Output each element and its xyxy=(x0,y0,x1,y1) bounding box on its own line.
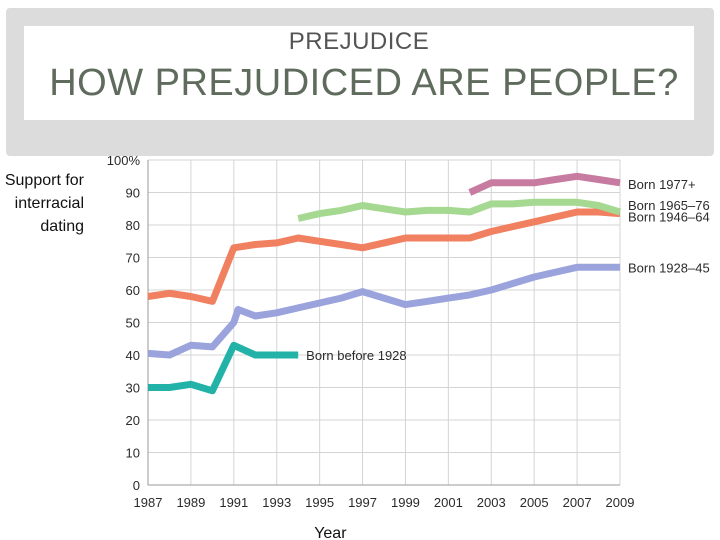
series-line xyxy=(148,341,299,395)
x-tick-label: 2007 xyxy=(563,495,592,510)
y-axis-title-line: dating xyxy=(40,218,84,235)
x-tick-label: 2009 xyxy=(606,495,635,510)
x-tick-label: 1991 xyxy=(219,495,248,510)
x-tick-label: 1995 xyxy=(305,495,334,510)
title-box: PREJUDICE HOW PREJUDICED ARE PEOPLE? xyxy=(24,26,694,120)
y-tick-label: 10 xyxy=(126,446,140,461)
y-tick-label: 50 xyxy=(126,316,140,331)
y-tick-label: 60 xyxy=(126,283,140,298)
x-tick-label: 1987 xyxy=(134,495,163,510)
x-tick-label: 1989 xyxy=(176,495,205,510)
series-line xyxy=(297,198,622,222)
y-axis-title-line: Support for xyxy=(5,172,85,189)
y-tick-label: 80 xyxy=(126,218,140,233)
series-label: Born 1946–64 xyxy=(628,210,710,225)
x-tick-label: 1997 xyxy=(348,495,377,510)
series-line xyxy=(147,208,621,305)
series-label: Born 1928–45 xyxy=(628,260,710,275)
series-label: Born 1965–76 xyxy=(628,198,710,213)
line-chart: 0 10 20 30 40 50 60 70 80 90 100% 1987 1989 1991 1993 1… xyxy=(5,153,710,540)
y-tick-label: 30 xyxy=(126,381,140,396)
y-tick-label: 100% xyxy=(107,153,141,168)
series-label: Born before 1928 xyxy=(306,348,406,363)
slide-header: PREJUDICE HOW PREJUDICED ARE PEOPLE? xyxy=(0,0,720,158)
x-tick-label: 1993 xyxy=(262,495,291,510)
y-tick-label: 20 xyxy=(126,413,140,428)
x-tick-label: 2005 xyxy=(520,495,549,510)
y-axis-title-line: interracial xyxy=(15,195,84,212)
x-tick-label: 2003 xyxy=(477,495,506,510)
x-tick-label: 1999 xyxy=(391,495,420,510)
y-tick-label: 90 xyxy=(126,186,140,201)
y-tick-label: 40 xyxy=(126,348,140,363)
slide-title: HOW PREJUDICED ARE PEOPLE? xyxy=(49,62,679,104)
y-tick-label: 70 xyxy=(126,251,140,266)
series-line xyxy=(147,263,620,359)
slide-subtitle: PREJUDICE xyxy=(288,28,430,55)
y-tick-label: 0 xyxy=(133,478,140,493)
series-line xyxy=(468,172,621,196)
x-axis-title: Year xyxy=(314,525,347,540)
x-tick-label: 2001 xyxy=(434,495,463,510)
series-label: Born 1977+ xyxy=(628,177,696,192)
